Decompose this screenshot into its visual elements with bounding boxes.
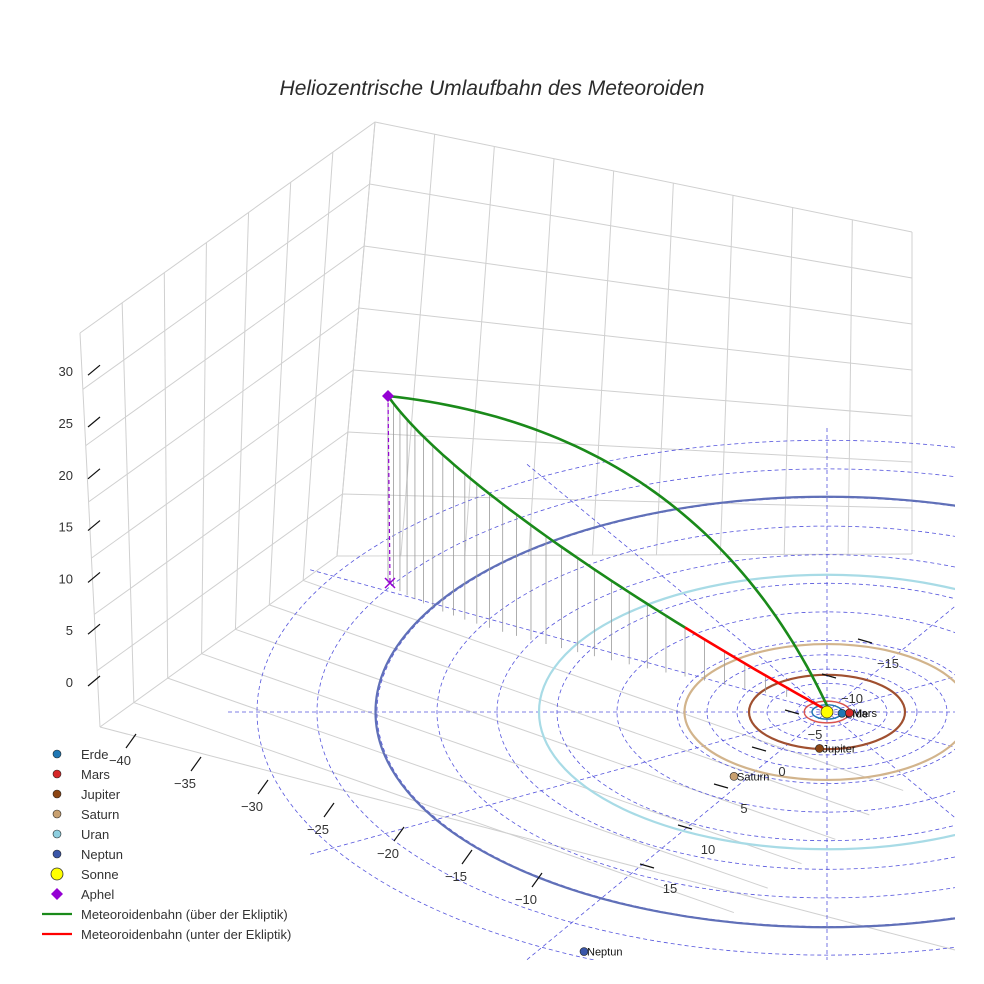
- legend-label-erde: Erde: [81, 747, 108, 762]
- legend-label-mars: Mars: [81, 767, 110, 782]
- y-tick-mark: [639, 863, 655, 869]
- aphel-marker: [382, 390, 394, 402]
- z-tick-mark: [87, 675, 101, 687]
- z-tick-label: 0: [66, 675, 73, 690]
- legend-label-meteoroidenbahn-unter-der-ekliptik: Meteoroidenbahn (unter der Ekliptik): [81, 927, 291, 942]
- planet-label-jupiter: Jupiter: [823, 743, 856, 755]
- y-tick-mark: [677, 824, 693, 830]
- z-tick-mark: [87, 623, 101, 635]
- sun-marker: [820, 705, 834, 719]
- z-tick-label: 25: [59, 416, 73, 431]
- ecliptic-grid: [227, 426, 955, 960]
- y-tick-label: 5: [740, 801, 747, 816]
- meteoroid-arc-lower-below: [684, 626, 831, 714]
- meteoroid-drop-lines: [387, 396, 788, 697]
- y-tick-label: 10: [701, 842, 715, 857]
- x-tick-mark: [323, 802, 335, 818]
- legend-label-jupiter: Jupiter: [81, 787, 121, 802]
- x-tick-label: −10: [515, 892, 537, 907]
- meteoroid-arc-upper: [387, 394, 832, 713]
- z-tick-label: 15: [59, 520, 73, 535]
- x-tick-label: −35: [174, 776, 196, 791]
- y-tick-mark: [713, 783, 729, 789]
- legend-label-meteoroidenbahn-ber-der-ekliptik: Meteoroidenbahn (über der Ekliptik): [81, 907, 288, 922]
- x-tick-mark: [531, 872, 543, 888]
- y-tick-label: −10: [841, 691, 863, 706]
- y-tick-mark: [751, 746, 767, 752]
- chart-title: Heliozentrische Umlaufbahn des Meteoroid…: [280, 77, 705, 100]
- z-tick-label: 20: [59, 468, 73, 483]
- aphel-drop-line: [387, 395, 391, 584]
- y-tick-mark: [857, 638, 873, 644]
- x-tick-label: −15: [445, 869, 467, 884]
- legend-label-sonne: Sonne: [81, 867, 119, 882]
- legend-marker-erde: [52, 749, 62, 759]
- legend-label-neptun: Neptun: [81, 847, 123, 862]
- y-tick-mark: [784, 709, 800, 715]
- x-tick-label: −30: [241, 799, 263, 814]
- orbit-uran: [537, 573, 955, 851]
- z-tick-mark: [87, 416, 101, 428]
- planet-label-mars: Mars: [853, 708, 878, 720]
- orbit-saturn: [683, 642, 955, 782]
- z-tick-mark: [87, 364, 101, 376]
- x-tick-label: −25: [307, 822, 329, 837]
- z-tick-label: 5: [66, 623, 73, 638]
- legend: Erde Mars Jupiter Saturn Uran Neptun Sonne Aphe…: [42, 747, 291, 942]
- legend-label-saturn: Saturn: [81, 807, 119, 822]
- x-tick-mark: [125, 733, 137, 749]
- planet-saturn: [729, 772, 739, 781]
- planet-orbits: [374, 495, 955, 929]
- y-tick-label: −15: [877, 656, 899, 671]
- legend-marker-mars: [52, 769, 62, 779]
- x-tick-label: −20: [377, 846, 399, 861]
- planet-jupiter: [815, 744, 824, 753]
- y-tick-label: −5: [808, 727, 823, 742]
- x-tick-mark: [257, 779, 269, 795]
- aphel-foot-marker: [384, 577, 396, 589]
- z-tick-label: 30: [59, 364, 73, 379]
- legend-marker-saturn: [52, 809, 62, 819]
- legend-marker-uran: [52, 829, 62, 839]
- planet-mars: [845, 708, 854, 718]
- planet-label-neptun: Neptun: [587, 947, 622, 959]
- y-tick-label: 15: [663, 881, 677, 896]
- axis-ticks: 0 5 10 15 20 25 30 −40 −35 −30 −25 −20 −15 −10 −15 −10 −…: [59, 364, 900, 907]
- legend-marker-jupiter: [52, 789, 62, 799]
- planet-label-saturn: Saturn: [737, 771, 769, 783]
- z-tick-label: 10: [59, 571, 73, 586]
- x-tick-mark: [190, 756, 202, 772]
- z-tick-mark: [87, 468, 101, 480]
- meteoroid-arc-lower-above: [386, 395, 686, 629]
- x-tick-mark: [461, 849, 473, 865]
- x-tick-mark: [393, 826, 405, 842]
- legend-marker-neptun: [52, 849, 62, 859]
- legend-marker-aphel: [51, 888, 63, 900]
- planet-neptun: [579, 947, 589, 956]
- legend-label-aphel: Aphel: [81, 887, 114, 902]
- z-tick-mark: [87, 571, 101, 583]
- x-tick-label: −40: [109, 753, 131, 768]
- legend-marker-sonne: [50, 867, 64, 881]
- z-tick-mark: [87, 520, 101, 532]
- axes-box-grid: [79, 121, 956, 951]
- orbit-neptun: [374, 495, 955, 929]
- meteoroid-orbit: [382, 390, 832, 714]
- y-tick-mark: [821, 673, 837, 679]
- y-tick-label: 0: [778, 764, 785, 779]
- legend-label-uran: Uran: [81, 827, 109, 842]
